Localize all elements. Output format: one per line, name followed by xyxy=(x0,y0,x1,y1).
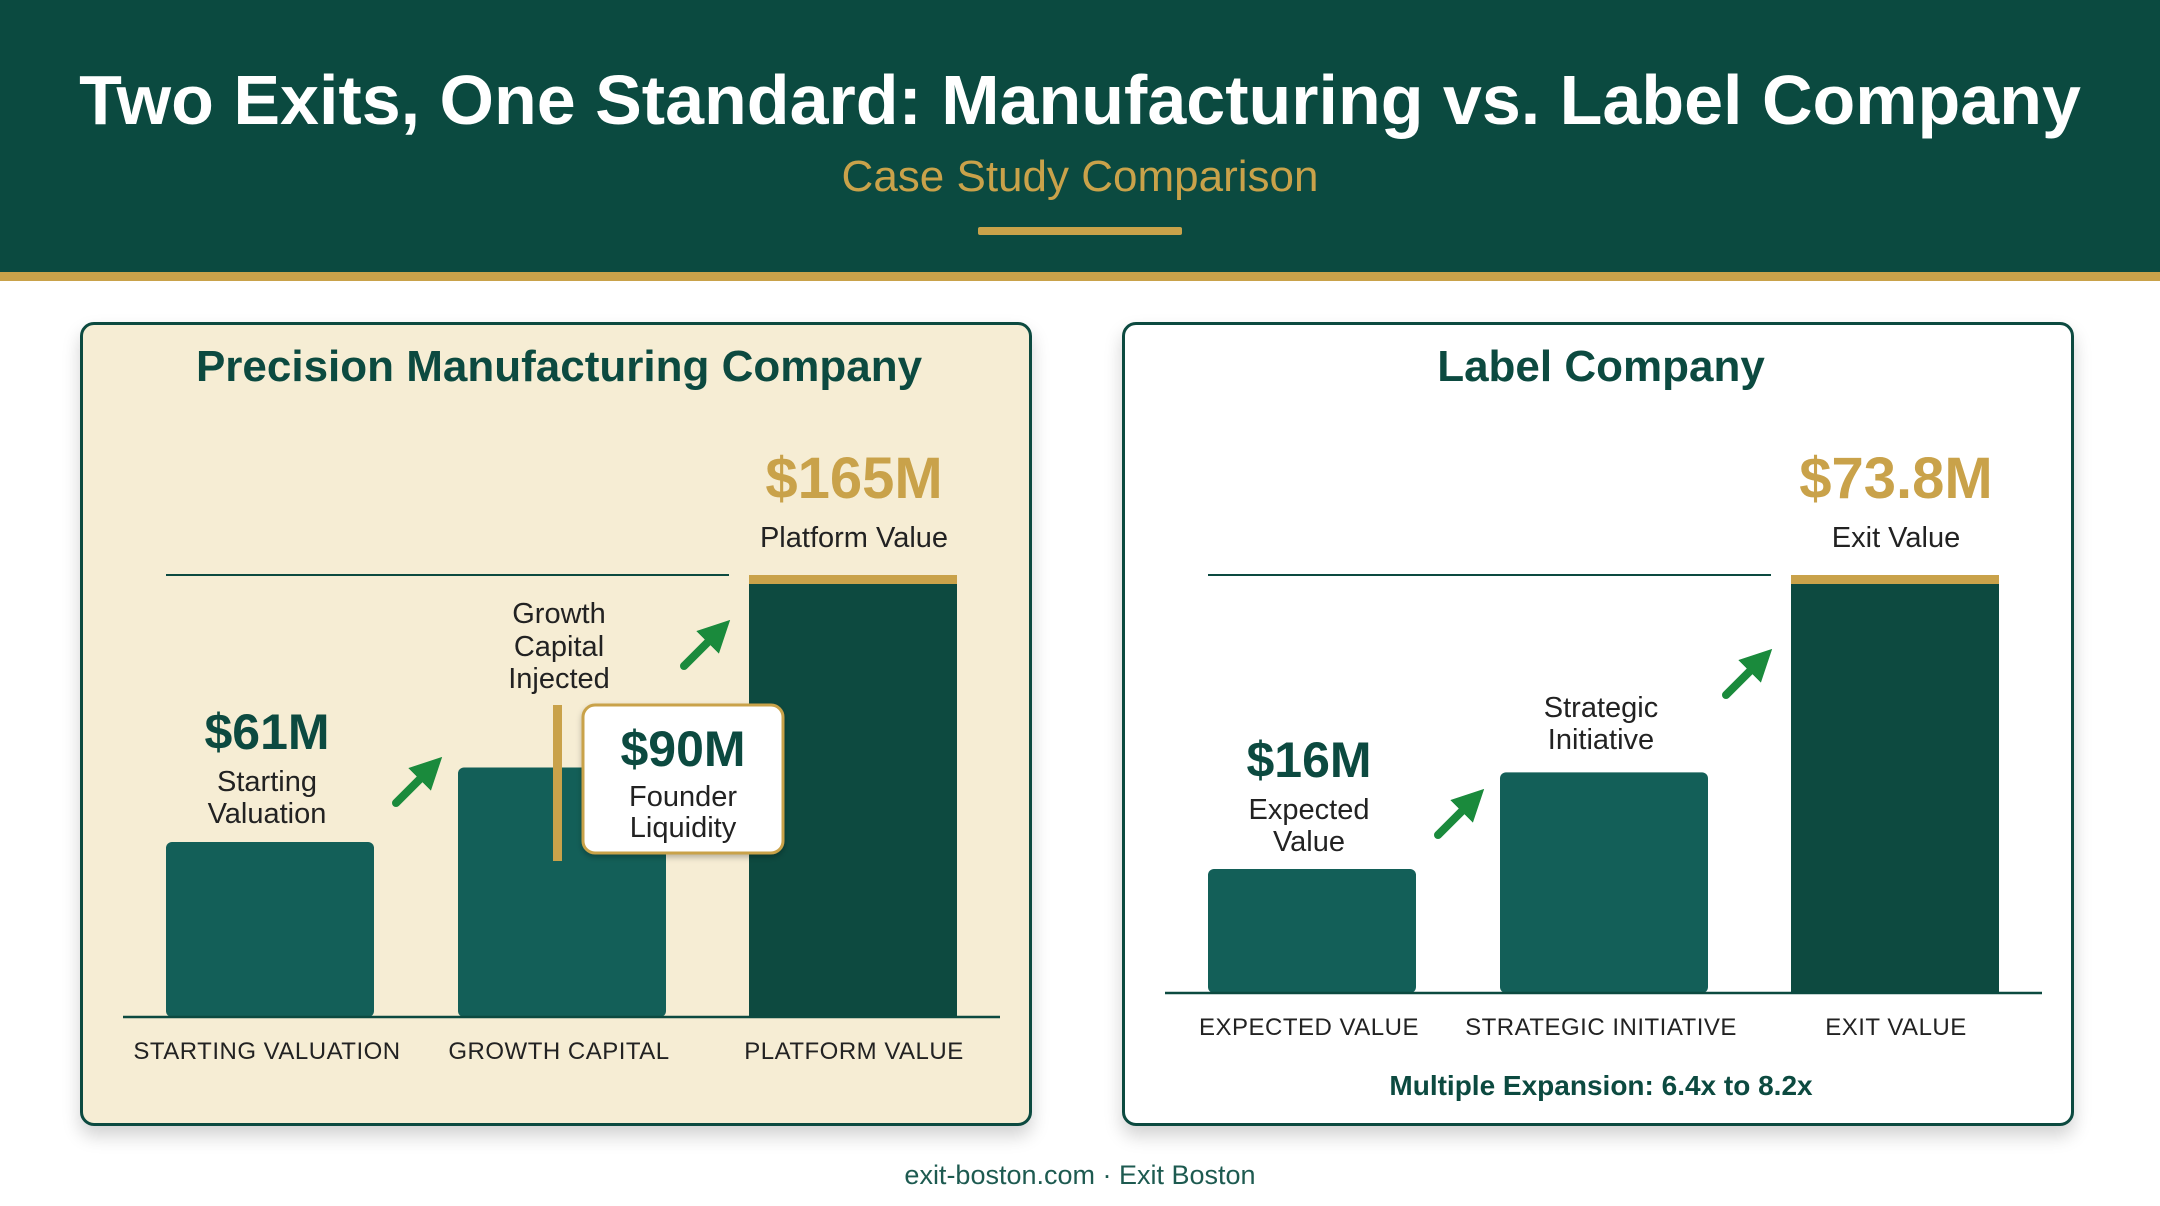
title-underline xyxy=(978,227,1182,235)
footer-credit: exit-boston.com · Exit Boston xyxy=(904,1160,1256,1190)
bar-exit-value-gold-cap xyxy=(1791,575,1999,584)
annotation-growth: Growth xyxy=(512,598,605,630)
chart-title: Precision Manufacturing Company xyxy=(196,342,923,391)
value-label-exit: $73.8M xyxy=(1799,446,1992,511)
caption-expected-2: Value xyxy=(1273,826,1345,858)
caption-starting-1: Starting xyxy=(217,766,317,798)
label-company-chart: Label Company $16M Expected Value Strate… xyxy=(1165,342,2042,1101)
caption-growth-1: Founder xyxy=(629,781,737,813)
label-company-panel: Label Company $16M Expected Value Strate… xyxy=(1122,322,2074,1126)
caption-growth-2: Liquidity xyxy=(630,812,737,844)
bar-starting-valuation xyxy=(166,842,374,1017)
category-label: PLATFORM VALUE xyxy=(744,1038,963,1065)
value-label-expected: $16M xyxy=(1246,732,1371,788)
caption-starting-2: Valuation xyxy=(208,798,327,830)
caption-exit: Exit Value xyxy=(1832,522,1960,554)
category-label: STRATEGIC INITIATIVE xyxy=(1465,1014,1737,1041)
manufacturing-chart: Precision Manufacturing Company $61M Sta… xyxy=(123,342,1000,1065)
annotation-injected: Injected xyxy=(508,663,610,695)
annotation-capital: Capital xyxy=(514,631,604,663)
growth-arrow-icon xyxy=(1722,648,1773,699)
chart-title: Label Company xyxy=(1437,342,1765,391)
founder-liquidity-callout: $90M Founder Liquidity xyxy=(581,703,785,855)
bar-expected-value xyxy=(1208,869,1416,993)
value-label-growth: $90M xyxy=(620,721,745,777)
caption-strategic-1: Strategic xyxy=(1544,692,1658,724)
value-label-platform: $165M xyxy=(765,446,942,511)
caption-platform: Platform Value xyxy=(760,522,948,554)
caption-expected-1: Expected xyxy=(1249,794,1370,826)
bar-exit-value xyxy=(1791,575,1999,993)
growth-arrow-icon xyxy=(392,756,443,807)
multiple-expansion-note: Multiple Expansion: 6.4x to 8.2x xyxy=(1389,1070,1813,1101)
category-label: EXIT VALUE xyxy=(1825,1014,1967,1041)
category-label: EXPECTED VALUE xyxy=(1199,1014,1419,1041)
callout-box xyxy=(581,703,785,855)
value-label-starting: $61M xyxy=(204,704,329,760)
bar-platform-value-gold-cap xyxy=(749,575,957,584)
caption-strategic-2: Initiative xyxy=(1548,724,1654,756)
page-subtitle: Case Study Comparison xyxy=(841,152,1319,201)
growth-arrow-icon xyxy=(680,619,731,670)
header-gold-rule xyxy=(0,272,2160,281)
bar-strategic-initiative xyxy=(1500,772,1708,993)
header-banner xyxy=(0,0,2160,272)
manufacturing-panel: Precision Manufacturing Company $61M Sta… xyxy=(80,322,1032,1126)
page-title: Two Exits, One Standard: Manufacturing v… xyxy=(79,61,2081,139)
category-label: STARTING VALUATION xyxy=(133,1038,400,1065)
category-label: GROWTH CAPITAL xyxy=(448,1038,669,1065)
growth-capital-marker xyxy=(553,705,562,861)
growth-arrow-icon xyxy=(1434,788,1485,839)
